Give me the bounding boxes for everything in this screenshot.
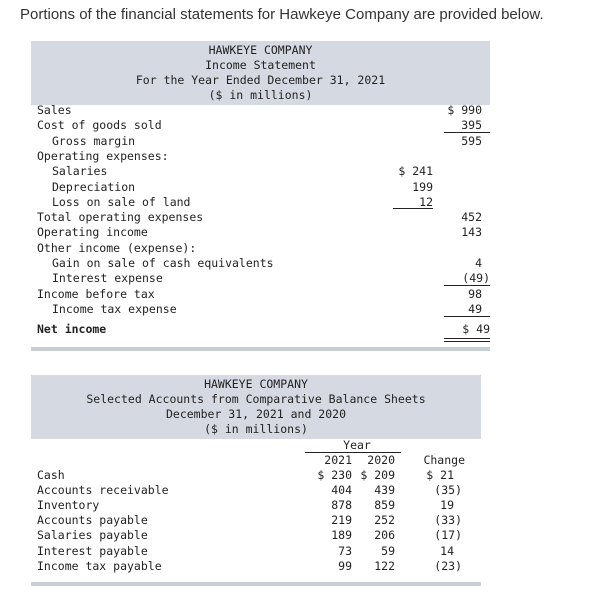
balance-row-2021: 73 [338, 543, 352, 558]
balance-row-2021: 878 [331, 498, 352, 513]
underline-loss-on-land [393, 208, 433, 209]
balance-row-change: (35) [434, 483, 462, 498]
balance-sheet-header: HAWKEYE COMPANY Selected Accounts from C… [31, 375, 481, 439]
underline-cogs [444, 132, 490, 133]
balance-dates: December 31, 2021 and 2020 [165, 407, 346, 421]
income-row-col2: 395 [461, 118, 482, 133]
income-row-label: Operating expenses: [37, 148, 169, 163]
balance-sheet: HAWKEYE COMPANY Selected Accounts from C… [31, 375, 481, 587]
balance-title: Selected Accounts from Comparative Balan… [86, 392, 426, 406]
intro-text: Portions of the financial statements for… [20, 6, 544, 23]
balance-row-2020: 252 [374, 513, 395, 528]
balance-row-2021: 404 [331, 483, 352, 498]
balance-row-change: (33) [434, 513, 462, 528]
balance-row-label: Accounts payable [37, 513, 148, 528]
income-row-label: Loss on sale of land [52, 194, 191, 209]
statement-title: Income Statement [205, 58, 316, 72]
year-underline [305, 452, 401, 453]
income-row-label: Depreciation [52, 179, 136, 194]
income-row-col2: 49 [468, 301, 482, 316]
income-row-label: Income tax expense [52, 301, 177, 316]
income-row-label: Cost of goods sold [37, 118, 162, 133]
col-header-2020: 2020 [367, 453, 395, 467]
balance-bottom-bar [31, 582, 481, 586]
balance-row-2021: 189 [331, 528, 352, 543]
double-underline-top [444, 338, 490, 339]
balance-row-label: Income tax payable [37, 558, 162, 573]
income-row-label: Income before tax [37, 286, 155, 301]
balance-row-2020: 439 [374, 483, 395, 498]
year-label: Year [343, 438, 371, 452]
company-name: HAWKEYE COMPANY [208, 43, 313, 57]
income-row-col1: 12 [419, 194, 433, 209]
balance-units: ($ in millions) [204, 422, 308, 436]
col-header-2021: 2021 [324, 453, 352, 467]
statement-units: ($ in millions) [208, 88, 313, 102]
income-row-col2: 98 [468, 286, 482, 301]
balance-row-change: 19 [440, 498, 454, 513]
balance-row-2020: 859 [374, 498, 395, 513]
income-row-col2: $ 990 [447, 103, 482, 117]
balance-row-2021: 219 [331, 513, 352, 528]
income-row-col2: 4 [475, 256, 482, 270]
balance-row-label: Cash [37, 468, 65, 482]
income-row-col1: $ 241 [398, 164, 433, 179]
income-row-label: Operating income [37, 225, 148, 240]
balance-row-2020: 122 [374, 558, 395, 573]
income-statement-header: HAWKEYE COMPANY Income Statement For the… [31, 41, 490, 105]
balance-row-change: 14 [440, 543, 454, 558]
net-income-label: Net income [37, 322, 107, 336]
income-bottom-bar [31, 347, 490, 351]
income-row-col2: 143 [461, 225, 482, 240]
income-row-label: Other income (expense): [37, 240, 197, 255]
balance-row-change: (23) [434, 558, 462, 573]
income-row-label: Interest expense [52, 271, 163, 286]
balance-row-2021: $ 230 [317, 468, 352, 482]
balance-row-label: Accounts receivable [37, 483, 169, 498]
income-row-label: Sales [37, 103, 72, 117]
balance-row-label: Salaries payable [37, 528, 148, 543]
income-row-label: Total operating expenses [37, 210, 204, 225]
company-name: HAWKEYE COMPANY [204, 377, 308, 391]
double-underline-bottom [444, 341, 490, 342]
income-row-label: Gain on sale of cash equivalents [52, 256, 274, 270]
balance-row-label: Interest payable [37, 543, 148, 558]
balance-row-change: $ 21 [426, 468, 454, 482]
balance-row-2020: 206 [374, 528, 395, 543]
income-row-label: Gross margin [52, 133, 136, 148]
income-row-label: Salaries [52, 164, 108, 179]
balance-row-2020: $ 209 [360, 468, 395, 482]
income-row-col2: 595 [461, 133, 482, 148]
balance-row-label: Inventory [37, 498, 100, 513]
underline-interest-expense [444, 285, 490, 286]
income-statement: HAWKEYE COMPANY Income Statement For the… [31, 41, 490, 351]
underline-tax-expense [444, 316, 490, 317]
income-row-col2: (49) [462, 271, 490, 286]
balance-row-change: (17) [434, 528, 462, 543]
balance-row-2020: 59 [381, 543, 395, 558]
statement-period: For the Year Ended December 31, 2021 [135, 73, 386, 87]
col-header-change: Change [423, 453, 465, 467]
income-row-col2: 452 [461, 210, 482, 225]
balance-row-2021: 99 [338, 558, 352, 573]
income-row-col1: 199 [412, 179, 433, 194]
net-income-value: $ 49 [462, 322, 490, 336]
